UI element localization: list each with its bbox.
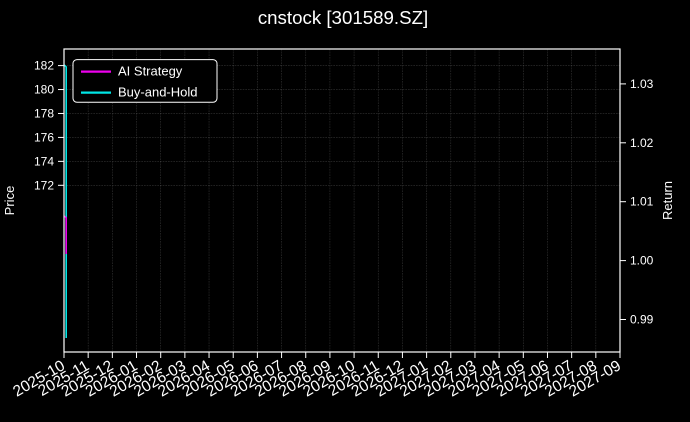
svg-text:Price: Price: [2, 186, 17, 216]
svg-text:1.00: 1.00: [630, 254, 654, 268]
svg-text:1.01: 1.01: [630, 195, 654, 209]
svg-text:174: 174: [34, 154, 54, 168]
svg-text:1.03: 1.03: [630, 77, 654, 91]
svg-text:176: 176: [34, 130, 54, 144]
svg-text:178: 178: [34, 106, 54, 120]
svg-text:AI Strategy: AI Strategy: [118, 64, 183, 79]
svg-text:Buy-and-Hold: Buy-and-Hold: [118, 85, 198, 100]
svg-text:1.02: 1.02: [630, 136, 654, 150]
svg-text:cnstock [301589.SZ]: cnstock [301589.SZ]: [258, 7, 428, 28]
svg-text:180: 180: [34, 83, 54, 97]
svg-text:172: 172: [34, 178, 54, 192]
svg-text:Return: Return: [660, 181, 675, 220]
svg-text:182: 182: [34, 59, 54, 73]
svg-text:0.99: 0.99: [630, 313, 654, 327]
